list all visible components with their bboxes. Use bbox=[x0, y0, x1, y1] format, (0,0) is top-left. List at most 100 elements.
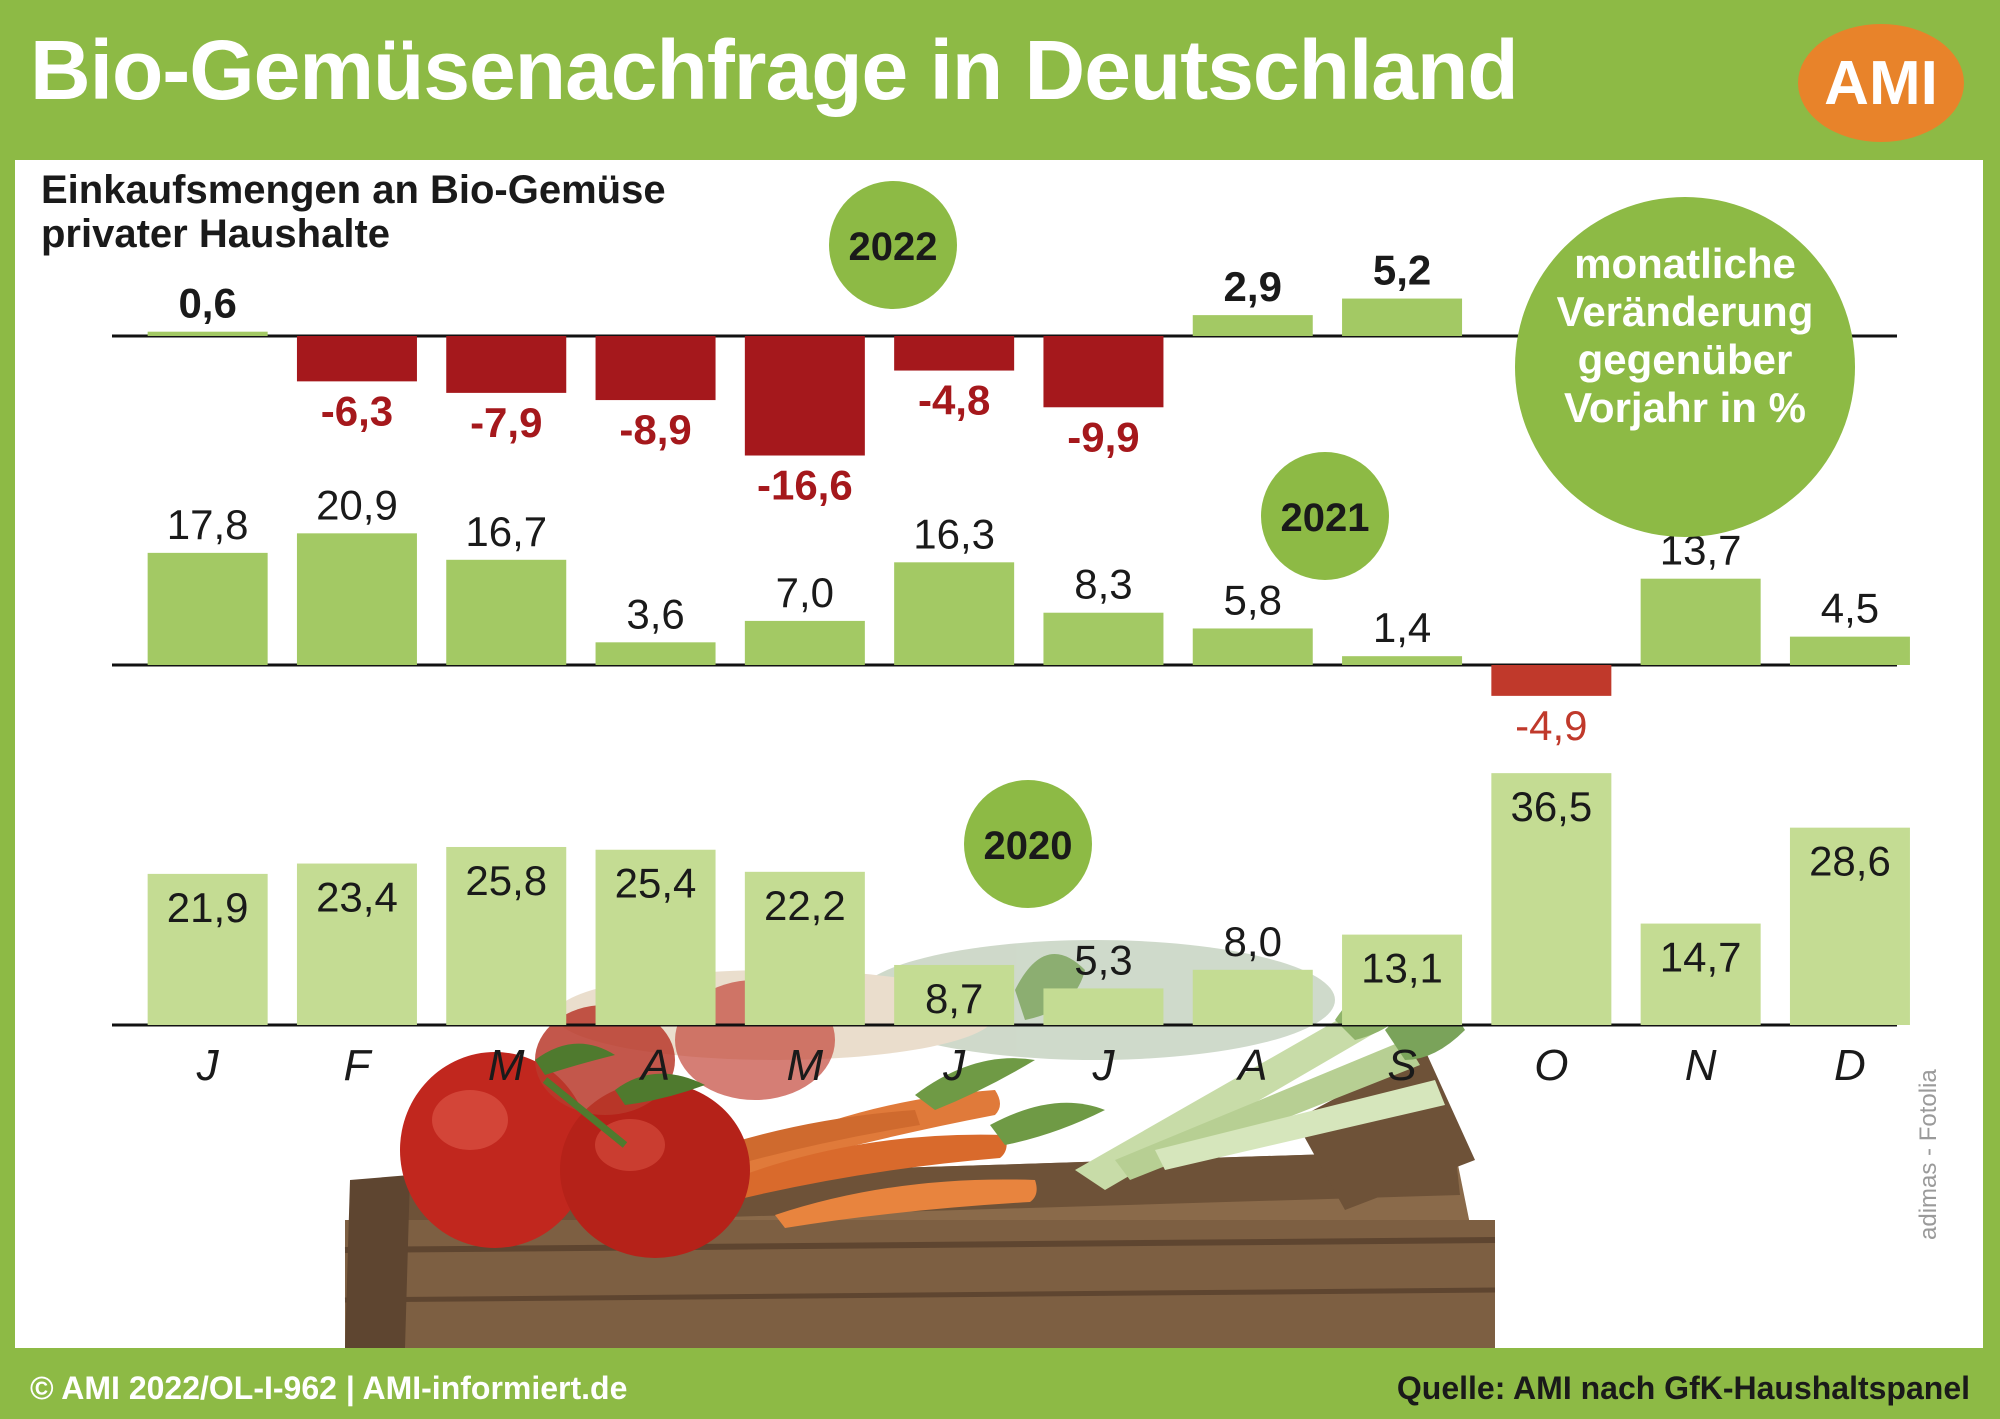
label-2022-1: -6,3 bbox=[321, 387, 393, 434]
label-2022-0: 0,6 bbox=[178, 280, 236, 327]
bar-2020-2 bbox=[446, 846, 567, 1025]
bar-2021-0 bbox=[147, 552, 268, 665]
badge-2020: 2020 bbox=[964, 780, 1092, 908]
bar-2021-6 bbox=[1043, 612, 1164, 665]
label-2020-3: 25,4 bbox=[615, 860, 697, 907]
x-tick-5: J bbox=[942, 1041, 966, 1090]
legend-note-line2: Veränderung bbox=[1557, 288, 1814, 335]
badge-2022-label: 2022 bbox=[849, 225, 938, 269]
bar-2021-7 bbox=[1192, 628, 1313, 665]
label-2020-6: 5,3 bbox=[1074, 936, 1132, 983]
subtitle-line2: privater Haushalte bbox=[41, 212, 391, 256]
label-2020-8: 13,1 bbox=[1361, 945, 1443, 992]
label-2022-4: -16,6 bbox=[757, 462, 853, 509]
label-2020-10: 14,7 bbox=[1660, 934, 1742, 981]
vegetable-crate-illustration bbox=[344, 940, 1496, 1348]
label-2021-5: 16,3 bbox=[913, 510, 995, 557]
bar-2022-4 bbox=[744, 336, 865, 456]
label-2020-5: 8,7 bbox=[925, 975, 983, 1022]
bar-2020-1 bbox=[296, 863, 417, 1025]
label-2020-7: 8,0 bbox=[1224, 918, 1282, 965]
badge-2021-label: 2021 bbox=[1281, 496, 1370, 540]
bar-2020-9 bbox=[1491, 773, 1612, 1025]
series-2021: 17,8 20,916,73,6 7,016,38,3 5,81,4-4,913,74… bbox=[147, 481, 1910, 749]
x-tick-3: A bbox=[638, 1041, 670, 1090]
chart-panel: 0,6 -6,3 -7,9 -8,9 -16,6 -4,8 -9,9 2,9 5,2 17,8 2… bbox=[15, 160, 1983, 1348]
badge-2020-label: 2020 bbox=[984, 824, 1073, 868]
bar-2020-3 bbox=[595, 849, 716, 1025]
bar-2022-0 bbox=[147, 331, 268, 336]
bar-2020-4 bbox=[744, 871, 865, 1025]
bar-2021-8 bbox=[1342, 656, 1463, 665]
footer-copyright: © AMI 2022/OL-I-962 | AMI-informiert.de bbox=[30, 1370, 628, 1406]
bar-2020-7 bbox=[1192, 969, 1313, 1025]
label-2022-7: 2,9 bbox=[1224, 263, 1282, 310]
bar-2021-3 bbox=[595, 642, 716, 665]
bar-2020-10 bbox=[1640, 923, 1761, 1025]
x-tick-8: S bbox=[1387, 1041, 1416, 1090]
label-2022-2: -7,9 bbox=[470, 399, 542, 446]
label-2021-6: 8,3 bbox=[1074, 561, 1132, 608]
bar-2021-5 bbox=[894, 562, 1015, 665]
ami-logo: AMI bbox=[1798, 24, 1964, 142]
label-2020-1: 23,4 bbox=[316, 874, 398, 921]
bar-2022-1 bbox=[296, 336, 417, 382]
legend-note-line3: gegenüber bbox=[1578, 336, 1793, 383]
bar-2022-5 bbox=[894, 336, 1015, 371]
bar-2022-6 bbox=[1043, 336, 1164, 408]
photo-credit: adimas - Fotolia bbox=[1915, 1069, 1942, 1240]
label-2021-2: 16,7 bbox=[465, 508, 547, 555]
chart-subtitle: Einkaufsmengen an Bio-Gemüse privater Ha… bbox=[41, 168, 666, 256]
footer-source: Quelle: AMI nach GfK-Haushaltspanel bbox=[1396, 1370, 1970, 1406]
label-2020-0: 21,9 bbox=[167, 884, 249, 931]
x-tick-0: J bbox=[196, 1041, 220, 1090]
label-2021-9: -4,9 bbox=[1515, 702, 1587, 749]
bar-2022-8 bbox=[1342, 298, 1463, 336]
page-title: Bio-Gemüsenachfrage in Deutschland bbox=[30, 23, 1519, 117]
label-2022-3: -8,9 bbox=[619, 406, 691, 453]
bar-2022-2 bbox=[446, 336, 567, 393]
label-2021-4: 7,0 bbox=[776, 569, 834, 616]
series-2022: 0,6 -6,3 -7,9 -8,9 -16,6 -4,8 -9,9 2,9 5,2 bbox=[147, 247, 1463, 509]
x-tick-11: D bbox=[1834, 1041, 1866, 1090]
badge-2022: 2022 bbox=[829, 181, 957, 309]
label-2020-2: 25,8 bbox=[465, 857, 547, 904]
x-tick-1: F bbox=[344, 1041, 373, 1090]
bar-2020-11 bbox=[1789, 827, 1910, 1025]
x-tick-9: O bbox=[1534, 1041, 1568, 1090]
bar-2020-0 bbox=[147, 873, 268, 1025]
bar-2020-6 bbox=[1043, 988, 1164, 1025]
bar-2020-5 bbox=[894, 964, 1015, 1025]
x-tick-6: J bbox=[1091, 1041, 1115, 1090]
legend-note-line4: Vorjahr in % bbox=[1564, 384, 1806, 431]
label-2021-1: 20,9 bbox=[316, 481, 398, 528]
bar-2021-2 bbox=[446, 559, 567, 665]
label-2021-0: 17,8 bbox=[167, 501, 249, 548]
label-2022-6: -9,9 bbox=[1067, 413, 1139, 460]
label-2022-5: -4,8 bbox=[918, 377, 990, 424]
label-2021-11: 4,5 bbox=[1821, 585, 1879, 632]
bar-2022-7 bbox=[1192, 315, 1313, 336]
label-2020-4: 22,2 bbox=[764, 882, 846, 929]
bar-2022-3 bbox=[595, 336, 716, 401]
x-tick-4: M bbox=[787, 1041, 824, 1090]
chart-svg: 0,6 -6,3 -7,9 -8,9 -16,6 -4,8 -9,9 2,9 5,2 17,8 2… bbox=[112, 181, 1910, 1348]
label-2021-8: 1,4 bbox=[1373, 604, 1431, 651]
label-2021-3: 3,6 bbox=[626, 590, 684, 637]
bar-2020-8 bbox=[1342, 934, 1463, 1025]
series-2020: 21,9 23,4 25,8 25,4 22,2 8,7 5,3 8,0 13,1 36,5 14,… bbox=[147, 773, 1910, 1025]
label-2020-9: 36,5 bbox=[1510, 783, 1592, 830]
bar-2021-4 bbox=[744, 620, 865, 665]
legend-note-line1: monatliche bbox=[1574, 240, 1796, 287]
label-2022-8: 5,2 bbox=[1373, 247, 1431, 294]
bar-2021-1 bbox=[296, 533, 417, 665]
subtitle-line1: Einkaufsmengen an Bio-Gemüse bbox=[41, 168, 666, 212]
legend-note: monatliche Veränderung gegenüber Vorjahr… bbox=[1515, 197, 1855, 537]
label-2021-7: 5,8 bbox=[1224, 576, 1282, 623]
bar-2021-11 bbox=[1789, 636, 1910, 665]
x-tick-7: A bbox=[1235, 1041, 1267, 1090]
x-tick-10: N bbox=[1685, 1041, 1717, 1090]
x-tick-2: M bbox=[488, 1041, 525, 1090]
